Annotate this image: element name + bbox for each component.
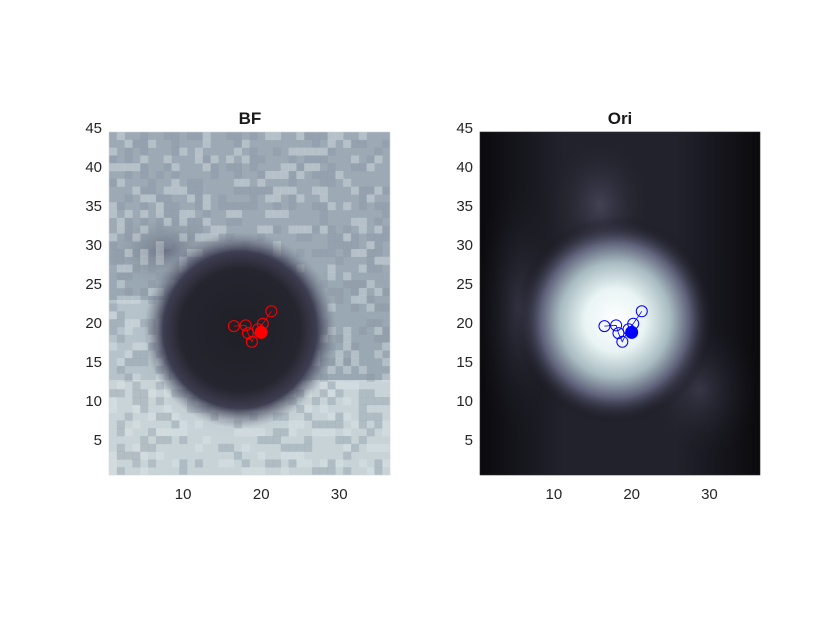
ori-x-tick-label: 30 bbox=[701, 486, 718, 503]
ori-x-tick-label: 20 bbox=[623, 486, 640, 503]
bf-track-marker bbox=[239, 319, 252, 332]
bf-track-marker bbox=[227, 320, 240, 333]
ori-y-tick-label: 15 bbox=[456, 354, 473, 371]
bf-y-tick-label: 20 bbox=[85, 315, 102, 332]
bf-y-tick-label: 35 bbox=[85, 198, 102, 215]
ori-y-axis: 5 10 15 20 25 30 35 40 45 bbox=[456, 120, 473, 449]
bf-current-position-marker bbox=[254, 325, 268, 339]
ori-axes-frame bbox=[479, 131, 761, 476]
bf-x-tick-label: 30 bbox=[331, 486, 348, 503]
ori-y-tick-label: 10 bbox=[456, 393, 473, 410]
ori-track-marker bbox=[612, 327, 625, 340]
ori-track-markers bbox=[598, 305, 648, 348]
bf-x-tick-label: 20 bbox=[253, 486, 270, 503]
bf-y-tick-label: 15 bbox=[85, 354, 102, 371]
bf-x-tick-label: 10 bbox=[175, 486, 192, 503]
bf-y-tick-label: 10 bbox=[85, 393, 102, 410]
ori-panel: Ori 5 10 15 20 25 30 35 40 45 10 20 30 bbox=[456, 109, 761, 503]
ori-y-tick-label: 45 bbox=[456, 120, 473, 137]
ori-track-marker bbox=[616, 335, 629, 348]
ori-track-marker bbox=[598, 320, 611, 333]
bf-track-marker bbox=[245, 335, 258, 348]
ori-y-tick-label: 30 bbox=[456, 237, 473, 254]
bf-y-tick-label: 40 bbox=[85, 159, 102, 176]
bf-y-axis: 5 10 15 20 25 30 35 40 45 bbox=[85, 120, 102, 449]
ori-x-axis: 10 20 30 bbox=[546, 486, 718, 503]
bf-y-tick-label: 45 bbox=[85, 120, 102, 137]
ori-title: Ori bbox=[608, 109, 633, 128]
bf-track-marker bbox=[265, 305, 278, 318]
ori-heatmap bbox=[480, 132, 760, 475]
bf-title: BF bbox=[239, 109, 262, 128]
bf-track-marker bbox=[241, 327, 254, 340]
bf-panel: BF 5 10 15 20 25 30 35 40 45 10 20 30 bbox=[85, 109, 391, 503]
ori-y-tick-label: 35 bbox=[456, 198, 473, 215]
bf-heatmap bbox=[109, 132, 390, 475]
ori-y-tick-label: 40 bbox=[456, 159, 473, 176]
bf-x-axis: 10 20 30 bbox=[175, 486, 348, 503]
ori-y-tick-label: 20 bbox=[456, 315, 473, 332]
bf-y-tick-label: 5 bbox=[94, 432, 102, 449]
ori-current-position-marker bbox=[625, 325, 639, 339]
bf-track-line bbox=[233, 311, 272, 343]
bf-y-tick-label: 25 bbox=[85, 276, 102, 293]
bf-y-tick-label: 30 bbox=[85, 237, 102, 254]
bf-track-markers bbox=[227, 305, 278, 348]
ori-track-line bbox=[604, 311, 643, 343]
ori-track-marker bbox=[635, 305, 648, 318]
ori-y-tick-label: 5 bbox=[465, 432, 473, 449]
bf-axes-frame bbox=[108, 131, 391, 476]
ori-track-marker bbox=[610, 319, 623, 332]
ori-y-tick-label: 25 bbox=[456, 276, 473, 293]
ori-x-tick-label: 10 bbox=[546, 486, 563, 503]
